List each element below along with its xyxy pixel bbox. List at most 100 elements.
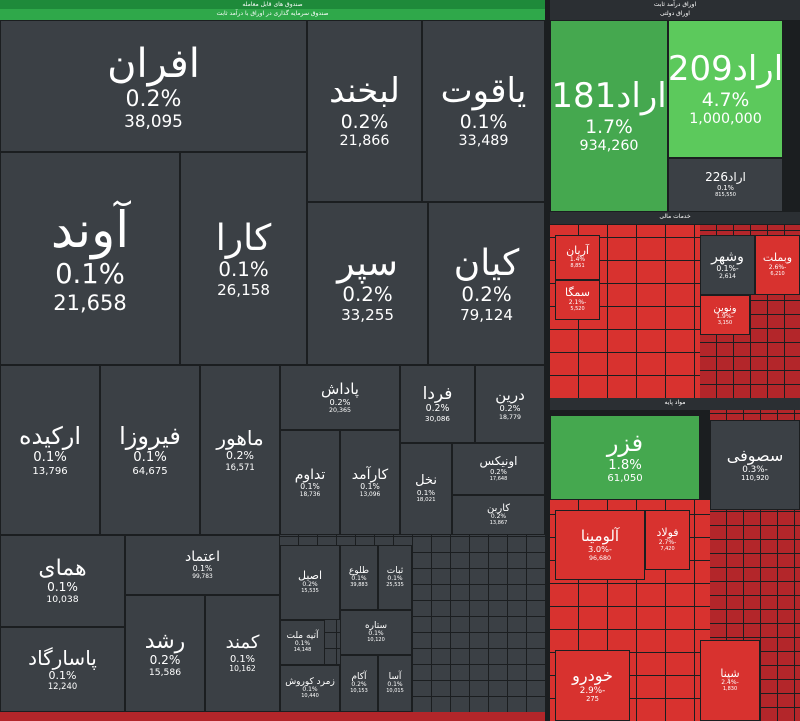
tile-change: 0.1% bbox=[387, 681, 403, 689]
tile[interactable]: وبملت -2.6% 6,210 bbox=[755, 235, 800, 295]
tile[interactable]: طلوع 0.1% 39,883 bbox=[340, 545, 378, 610]
tile[interactable]: وشهر -0.1% 2,614 bbox=[700, 235, 755, 295]
tile[interactable]: آتیه ملت 0.1% 14,148 bbox=[280, 620, 325, 665]
tile[interactable]: کارا 0.1% 26,158 bbox=[180, 152, 307, 365]
tile-name: کارا bbox=[215, 217, 272, 259]
tile-volume: 7,420 bbox=[660, 545, 675, 552]
tile-name: اونیکس bbox=[479, 454, 518, 469]
tile-volume: 21,658 bbox=[53, 290, 127, 315]
tile-volume: 61,050 bbox=[607, 473, 643, 485]
tile-volume: 10,120 bbox=[367, 637, 385, 644]
tile[interactable]: کمند 0.1% 10,162 bbox=[205, 595, 280, 712]
tile[interactable]: فزر 1.8% 61,050 bbox=[550, 415, 700, 500]
tile[interactable]: اصیل 0.2% 15,535 bbox=[280, 545, 340, 620]
tile-change: -2.9% bbox=[579, 685, 606, 696]
tile-change: 0.1% bbox=[387, 575, 403, 583]
tile[interactable]: ماهور 0.2% 16,571 bbox=[200, 365, 280, 535]
tile-volume: 18,021 bbox=[416, 497, 436, 504]
tile[interactable]: آکام 0.2% 10,153 bbox=[340, 655, 378, 712]
tile[interactable]: کارآمد 0.1% 13,096 bbox=[340, 430, 400, 535]
tile-change: -3.0% bbox=[588, 544, 612, 555]
tile-name: سمگا bbox=[565, 286, 591, 300]
tile[interactable]: زمرد کوروش 0.1% 10,440 bbox=[280, 665, 340, 712]
tile-name: ماهور bbox=[216, 426, 264, 451]
tile-change: 0.2% bbox=[351, 681, 367, 689]
tile-volume: 15,586 bbox=[148, 666, 182, 678]
tile-name: درین bbox=[495, 386, 525, 405]
tile-name: تداوم bbox=[294, 466, 326, 483]
tile[interactable]: پاداش 0.2% 20,365 bbox=[280, 365, 400, 430]
bottom-strip bbox=[0, 712, 545, 721]
tile-name: پاسارگاد bbox=[28, 645, 97, 670]
tile[interactable]: شپنا -2.4% 1,830 bbox=[700, 640, 760, 721]
tile-volume: 5,520 bbox=[570, 305, 585, 312]
tile-change: 0.1% bbox=[300, 481, 320, 491]
tile-volume: 64,675 bbox=[132, 465, 168, 477]
tile[interactable]: اراد226 0.1% 815,550 bbox=[668, 158, 783, 212]
tile[interactable]: آوند 0.1% 21,658 bbox=[0, 152, 180, 365]
tile-volume: 110,920 bbox=[741, 474, 769, 483]
section-header: مواد پایه bbox=[550, 398, 800, 410]
tile[interactable]: پاسارگاد 0.1% 12,240 bbox=[0, 627, 125, 712]
tile-volume: 33,255 bbox=[341, 305, 394, 324]
tile-change: 0.2% bbox=[226, 449, 254, 463]
tile-name: کاربن bbox=[486, 502, 511, 514]
tile-name: ارکیده bbox=[18, 421, 82, 450]
tile[interactable]: اراد181 1.7% 934,260 bbox=[550, 20, 668, 212]
tile-change: 1.4% bbox=[569, 256, 586, 264]
tile-volume: 10,162 bbox=[229, 664, 256, 674]
tile[interactable]: فولاد -2.7% 7,420 bbox=[645, 510, 690, 570]
tile[interactable]: افران 0.2% 38,095 bbox=[0, 20, 307, 152]
tile[interactable]: ستاره 0.1% 10,120 bbox=[340, 610, 412, 655]
tile[interactable]: ونوین -1.9% 3,150 bbox=[700, 295, 750, 335]
tile-name: کیان bbox=[453, 242, 520, 284]
tile-name: یاقوت bbox=[440, 71, 527, 112]
tile[interactable]: ثبات 0.1% 25,535 bbox=[378, 545, 412, 610]
tile-volume: 12,240 bbox=[47, 681, 78, 692]
tile-volume: 815,550 bbox=[715, 191, 736, 198]
tile[interactable]: اعتماد 0.1% 99,783 bbox=[125, 535, 280, 595]
tile[interactable]: فیروزا 0.1% 64,675 bbox=[100, 365, 200, 535]
tile-volume: 18,736 bbox=[299, 491, 321, 498]
tile-change: -2.1% bbox=[568, 298, 587, 306]
section-header: خدمات مالی bbox=[550, 212, 800, 224]
tile[interactable]: کاربن 0.2% 13,867 bbox=[452, 495, 545, 535]
tile-change: 1.7% bbox=[585, 116, 633, 138]
tile-volume: 275 bbox=[586, 694, 599, 703]
section-header: اوراق درآمد ثابت bbox=[550, 0, 800, 9]
tile[interactable]: کیان 0.2% 79,124 bbox=[428, 202, 545, 365]
tile[interactable]: نخل 0.1% 18,021 bbox=[400, 443, 452, 535]
tile[interactable]: اراد209 4.7% 1,000,000 bbox=[668, 20, 783, 158]
tile-volume: 30,086 bbox=[425, 414, 450, 424]
tile-volume: 10,038 bbox=[46, 594, 79, 606]
tile[interactable]: سمگا -2.1% 5,520 bbox=[555, 280, 600, 320]
tile[interactable]: آلومینا -3.0% 96,680 bbox=[555, 510, 645, 580]
tile[interactable]: رشد 0.2% 15,586 bbox=[125, 595, 205, 712]
tile[interactable]: اونیکس 0.2% 17,648 bbox=[452, 443, 545, 495]
tile-change: 0.1% bbox=[33, 450, 67, 466]
tile-change: -2.6% bbox=[768, 263, 787, 271]
tile[interactable]: درین 0.2% 18,779 bbox=[475, 365, 545, 443]
tile[interactable]: یاقوت 0.1% 33,489 bbox=[422, 20, 545, 202]
tile-volume: 18,779 bbox=[498, 413, 522, 421]
tile[interactable]: آریان 1.4% 8,851 bbox=[555, 235, 600, 280]
tile-volume: 26,158 bbox=[217, 280, 270, 299]
tile-change: 0.1% bbox=[302, 686, 318, 694]
tile-volume: 1,830 bbox=[722, 686, 738, 693]
tile[interactable]: فردا 0.2% 30,086 bbox=[400, 365, 475, 443]
tile-change: 0.1% bbox=[368, 630, 384, 638]
tile[interactable]: خودرو -2.9% 275 bbox=[555, 650, 630, 721]
tile[interactable]: آسا 0.1% 10,015 bbox=[378, 655, 412, 712]
tile-change: -0.1% bbox=[716, 264, 739, 274]
tile[interactable]: سصوفی -0.3% 110,920 bbox=[710, 420, 800, 510]
tile-change: 0.2% bbox=[461, 283, 512, 307]
tile[interactable]: همای 0.1% 10,038 bbox=[0, 535, 125, 627]
tile-name: وشهر bbox=[711, 249, 744, 266]
tile-volume: 13,096 bbox=[359, 491, 381, 498]
tile[interactable]: سپر 0.2% 33,255 bbox=[307, 202, 428, 365]
tile-change: 0.1% bbox=[55, 258, 125, 291]
tile[interactable]: تداوم 0.1% 18,736 bbox=[280, 430, 340, 535]
tile[interactable]: ارکیده 0.1% 13,796 bbox=[0, 365, 100, 535]
tile-name: آریان bbox=[566, 243, 589, 257]
tile[interactable]: لبخند 0.2% 21,866 bbox=[307, 20, 422, 202]
